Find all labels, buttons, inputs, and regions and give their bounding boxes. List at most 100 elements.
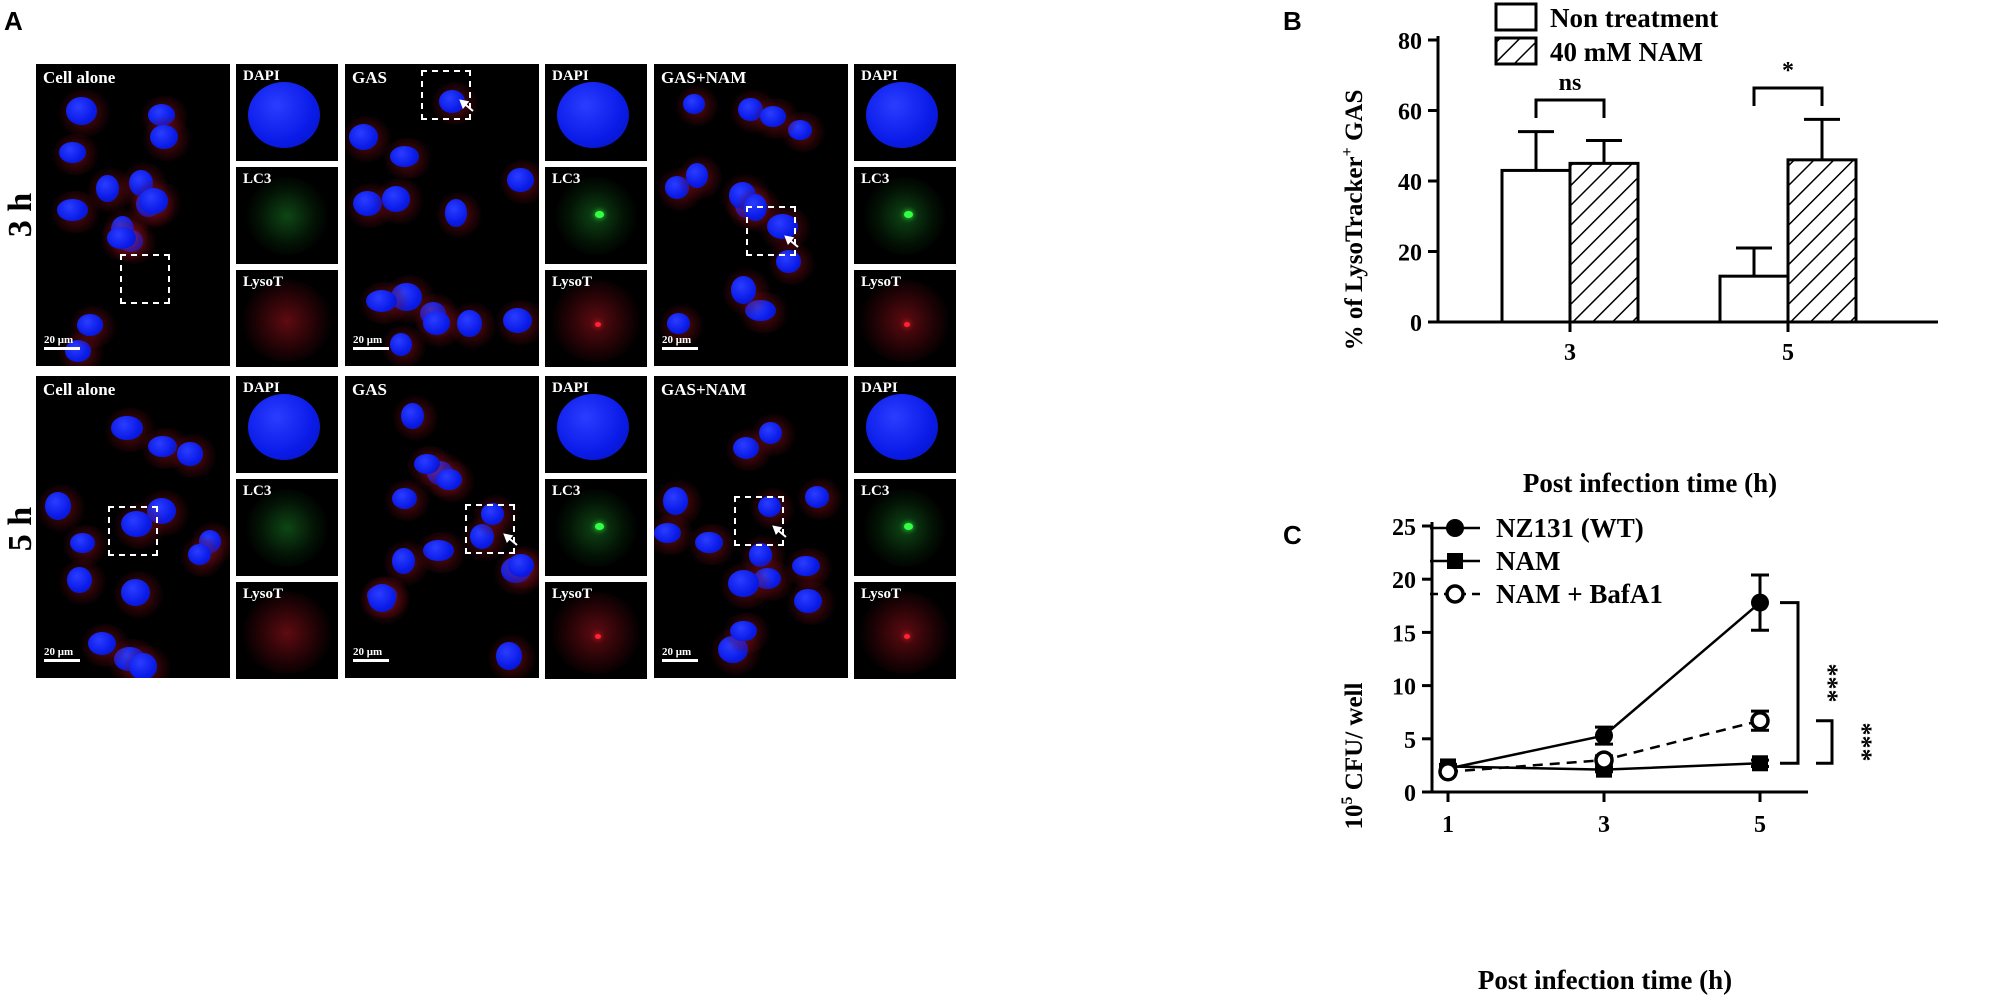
channel-panel: LysoT: [545, 582, 647, 679]
channel-label: DAPI: [243, 68, 280, 84]
nucleus: [508, 554, 534, 578]
panel-b-sig-label: ns: [1559, 70, 1582, 96]
panel-c-ylabel-tail: CFU/ well: [1341, 683, 1368, 797]
row-label-3h: 3 h: [2, 192, 39, 238]
nucleus: [391, 487, 418, 509]
panel-b-xlabel: Post infection time (h): [1523, 468, 1777, 498]
nucleus: [381, 186, 411, 213]
channel-panel: DAPI: [236, 376, 338, 473]
region-box: [108, 506, 158, 556]
lysot-spot: [595, 634, 601, 639]
nucleus: [436, 468, 462, 491]
panel-c-ylabel-sup: 5: [1339, 796, 1356, 804]
panel-b-ylabel: % of LysoTracker+ GAS: [1339, 90, 1368, 351]
panel-b-ytick-label: 60: [1398, 100, 1422, 126]
dapi-nucleus: [557, 82, 629, 148]
nucleus: [481, 503, 505, 525]
nucleus: [760, 106, 787, 128]
dapi-nucleus: [866, 82, 938, 148]
panel-c-ytick-label: 15: [1392, 621, 1416, 647]
panel-b-sig-bracket: [1752, 86, 1824, 106]
lysot-spot: [904, 634, 910, 639]
lysot-haze: [860, 280, 950, 362]
panel-b-bar: [1718, 274, 1790, 324]
channel-panel: LysoT: [854, 582, 956, 679]
condition-label: GAS: [352, 380, 387, 399]
lc3-haze: [246, 489, 328, 567]
channel-panel: LC3: [236, 167, 338, 264]
channel-panel: LC3: [854, 167, 956, 264]
scale-bar: [662, 347, 698, 350]
nucleus: [121, 511, 153, 538]
channel-label: LC3: [552, 171, 581, 187]
channel-label: DAPI: [552, 380, 589, 396]
dapi-nucleus: [248, 394, 320, 460]
panel-a-letter: A: [4, 6, 23, 36]
lc3-spot: [595, 211, 604, 218]
micrograph-field: GAS+NAM 20 μm: [654, 64, 848, 366]
scale-bar-label: 20 μm: [44, 646, 74, 658]
panel-b-bar-chart: ns * 0 20 40 60 80 3 5 Non treatment 40 mM NAM P…: [1339, 2, 1938, 498]
panel-b-legend-label: 40 mM NAM: [1550, 37, 1703, 67]
channel-panel: LC3: [854, 479, 956, 576]
micrograph-field: Cell alone 20 μm: [36, 64, 230, 366]
nucleus: [794, 589, 822, 614]
channel-label: DAPI: [552, 68, 589, 84]
scale-bar: [353, 347, 389, 350]
nucleus: [188, 543, 211, 566]
channel-label: LC3: [243, 483, 272, 499]
channel-panel: LysoT: [545, 270, 647, 367]
nucleus: [682, 93, 706, 114]
dapi-nucleus: [248, 82, 320, 148]
region-box: [746, 206, 796, 256]
channel-label: LysoT: [552, 586, 593, 602]
lc3-spot: [904, 523, 913, 530]
nucleus: [128, 653, 157, 678]
micrograph-field: GAS 20 μm: [345, 64, 539, 366]
scale-bar-label: 20 μm: [353, 646, 383, 658]
panel-b-letter: B: [1283, 6, 1302, 36]
channel-panel: DAPI: [236, 64, 338, 161]
panel-c-ytick-label: 10: [1392, 675, 1416, 701]
panel-c-legend-label: NZ131 (WT): [1496, 513, 1644, 543]
nucleus: [177, 442, 203, 466]
nucleus: [495, 642, 522, 671]
lysot-spot: [595, 322, 601, 327]
panel-c-xlabel: Post infection time (h): [1478, 965, 1732, 995]
panel-c-marker: [1447, 553, 1463, 569]
channel-panel: DAPI: [854, 64, 956, 161]
panel-b-ytick-label: 20: [1398, 241, 1422, 267]
nucleus: [76, 313, 104, 336]
nucleus: [730, 276, 757, 304]
nucleus: [667, 313, 690, 334]
channel-label: LC3: [243, 171, 272, 187]
channel-label: LC3: [552, 483, 581, 499]
nucleus: [422, 539, 454, 561]
nucleus: [439, 90, 465, 114]
scale-bar-label: 20 μm: [662, 334, 692, 346]
scale-bar-label: 20 μm: [44, 334, 74, 346]
dapi-nucleus: [557, 394, 629, 460]
panel-c-marker: [1752, 755, 1768, 772]
channel-label: LysoT: [552, 274, 593, 290]
nucleus: [730, 620, 757, 642]
panel-c-marker: [1751, 593, 1769, 612]
nucleus: [502, 307, 533, 333]
nucleus: [120, 578, 151, 607]
panel-c-marker: [1445, 584, 1465, 604]
channel-label: LysoT: [861, 586, 902, 602]
panel-b-bar: [1786, 158, 1858, 324]
nucleus: [695, 531, 723, 554]
channel-panel: DAPI: [545, 64, 647, 161]
panel-b-xtick-label: 5: [1782, 340, 1794, 366]
channel-label: DAPI: [861, 68, 898, 84]
panel-c-marker: [1750, 710, 1770, 731]
nucleus: [59, 142, 86, 163]
channel-label: LysoT: [243, 274, 284, 290]
panel-c-ytick-label: 0: [1404, 781, 1416, 807]
nucleus: [759, 421, 783, 445]
panel-c-legend-label: NAM: [1496, 546, 1560, 576]
nucleus: [65, 97, 98, 125]
nucleus: [150, 125, 178, 149]
